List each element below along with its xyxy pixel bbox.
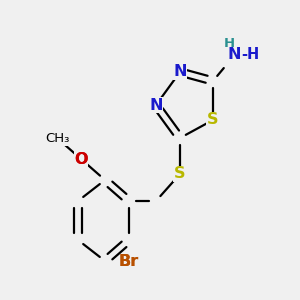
Text: O: O xyxy=(74,152,88,166)
Bar xyxy=(206,112,220,128)
Text: N: N xyxy=(227,46,241,62)
Text: S: S xyxy=(174,167,186,182)
Bar xyxy=(74,151,88,167)
Text: O: O xyxy=(74,152,88,166)
Bar xyxy=(173,166,187,182)
Text: Br: Br xyxy=(119,254,139,268)
Bar xyxy=(219,42,255,66)
Bar xyxy=(149,97,163,113)
Text: -H: -H xyxy=(242,46,260,62)
Text: CH₃: CH₃ xyxy=(45,131,69,145)
Text: H: H xyxy=(224,37,235,50)
Text: Br: Br xyxy=(119,254,139,268)
Text: S: S xyxy=(207,112,219,128)
Text: N: N xyxy=(149,98,163,112)
Bar xyxy=(173,64,187,80)
Bar xyxy=(122,253,136,269)
Text: N: N xyxy=(173,64,187,80)
